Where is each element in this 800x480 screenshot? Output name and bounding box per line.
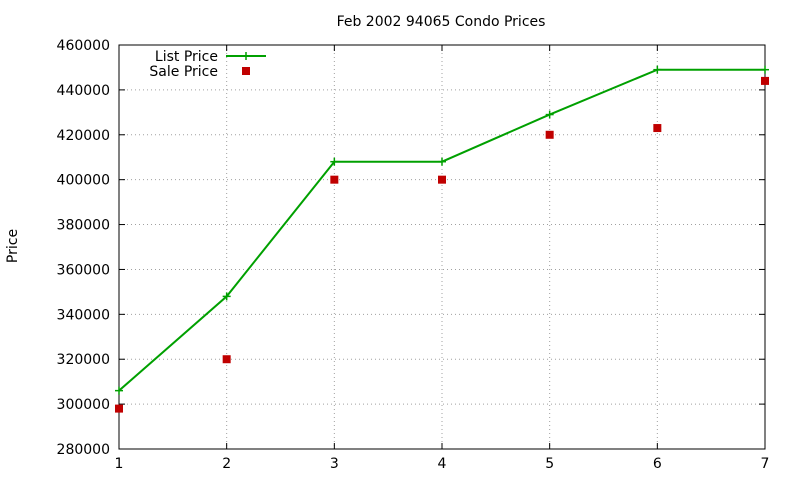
x-tick-label: 1 xyxy=(115,456,124,472)
x-tick-label: 3 xyxy=(330,456,339,472)
y-tick-label: 400000 xyxy=(57,173,110,189)
series-sale-price xyxy=(115,76,769,413)
y-tick-label: 440000 xyxy=(57,83,110,99)
legend-swatch-sale-price xyxy=(242,67,250,75)
x-tick-label: 5 xyxy=(545,456,554,472)
list-price-point xyxy=(115,386,123,395)
sale-price-point xyxy=(761,76,769,85)
list-price-point xyxy=(653,65,662,74)
list-price-point xyxy=(761,65,769,74)
plot-area xyxy=(115,65,769,413)
legend-label-sale-price: Sale Price xyxy=(149,64,218,80)
x-tick-label: 6 xyxy=(653,456,662,472)
x-tick-label: 4 xyxy=(438,456,447,472)
sale-price-point xyxy=(438,175,446,184)
y-tick-label: 280000 xyxy=(57,442,110,458)
axes: 1 2 3 4 5 6 7 280000 300000 320000 340000 360000 380… xyxy=(57,38,770,472)
list-price-point xyxy=(438,157,446,166)
y-tick-label: 460000 xyxy=(57,38,110,54)
chart-title: Feb 2002 94065 Condo Prices xyxy=(337,14,546,30)
y-tick-label: 320000 xyxy=(57,352,110,368)
list-price-point xyxy=(330,157,339,166)
grid-lines xyxy=(119,45,765,449)
sale-price-point xyxy=(115,404,123,413)
list-price-point xyxy=(222,292,231,301)
list-price-point xyxy=(545,110,554,119)
legend-marker-list-price xyxy=(242,52,250,60)
y-axis-label: Price xyxy=(5,229,21,263)
y-tick-label: 420000 xyxy=(57,128,110,144)
series-list-price xyxy=(115,65,769,395)
sale-price-point xyxy=(545,130,554,139)
x-tick-label: 7 xyxy=(761,456,770,472)
y-tick-label: 300000 xyxy=(57,397,110,413)
x-tick-label: 2 xyxy=(222,456,231,472)
y-tick-label: 340000 xyxy=(57,307,110,323)
y-tick-label: 380000 xyxy=(57,218,110,234)
sale-price-point xyxy=(222,355,231,364)
sale-price-point xyxy=(330,175,339,184)
legend-label-list-price: List Price xyxy=(155,49,218,65)
sale-price-point xyxy=(653,124,662,133)
y-tick-label: 360000 xyxy=(57,262,110,278)
